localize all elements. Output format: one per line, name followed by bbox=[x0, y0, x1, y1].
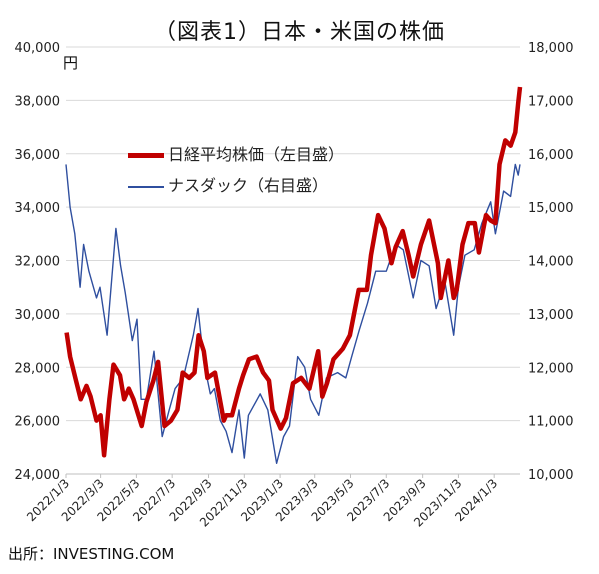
legend-swatch-nasdaq bbox=[128, 185, 164, 188]
legend-label-nasdaq: ナスダック（右目盛） bbox=[168, 176, 329, 195]
left-axis-tick-label: 30,000 bbox=[15, 308, 61, 323]
left-axis-tick-label: 24,000 bbox=[15, 468, 61, 483]
left-axis-tick-label: 26,000 bbox=[15, 415, 61, 430]
left-axis-tick-label: 32,000 bbox=[15, 255, 61, 270]
legend-item-nikkei: 日経平均株価（左目盛） bbox=[128, 141, 344, 165]
left-axis-tick-label: 28,000 bbox=[15, 361, 61, 376]
right-axis-tick-label: 15,000 bbox=[528, 201, 574, 216]
right-axis-tick-label: 14,000 bbox=[528, 255, 574, 270]
source-note: 出所：INVESTING.COM bbox=[8, 545, 175, 563]
series-line-nikkei bbox=[64, 86, 523, 458]
left-axis-tick-label: 38,000 bbox=[15, 94, 61, 109]
legend-swatch-nikkei bbox=[128, 153, 164, 158]
series-line-nasdaq bbox=[65, 163, 521, 464]
right-axis-tick-label: 17,000 bbox=[528, 94, 574, 109]
left-axis-tick-label: 36,000 bbox=[15, 148, 61, 163]
left-axis-tick-label: 34,000 bbox=[15, 201, 61, 216]
right-axis-tick-label: 16,000 bbox=[528, 148, 574, 163]
left-axis-unit: 円 bbox=[63, 54, 79, 72]
right-axis-tick-label: 10,000 bbox=[528, 468, 574, 483]
chart-title: （図表1）日本・米国の株価 bbox=[154, 20, 445, 45]
legend-label-nikkei: 日経平均株価（左目盛） bbox=[168, 145, 345, 164]
legend-item-nasdaq: ナスダック（右目盛） bbox=[128, 172, 328, 196]
right-axis-tick-label: 18,000 bbox=[528, 41, 574, 56]
right-axis-tick-label: 11,000 bbox=[528, 415, 574, 430]
right-axis-tick-label: 13,000 bbox=[528, 308, 574, 323]
left-axis-tick-label: 40,000 bbox=[15, 41, 61, 56]
right-axis-tick-label: 12,000 bbox=[528, 361, 574, 376]
